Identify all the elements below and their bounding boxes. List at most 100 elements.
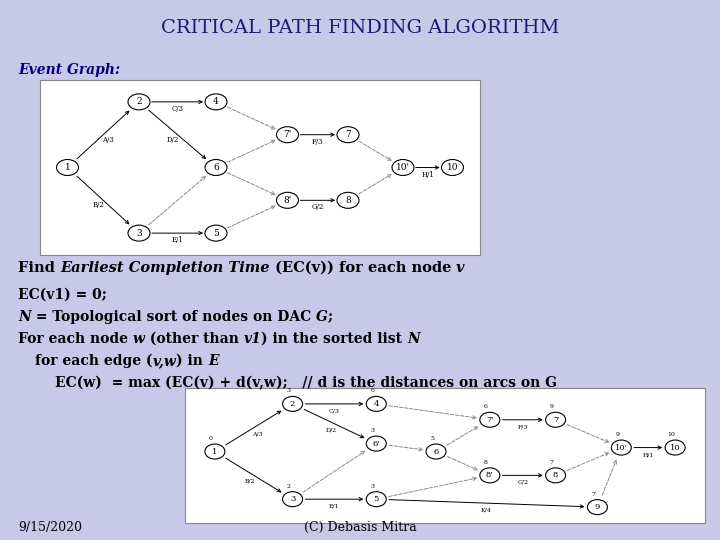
Text: 9: 9 xyxy=(595,503,600,511)
Text: 0: 0 xyxy=(209,436,213,441)
Ellipse shape xyxy=(205,225,227,241)
Text: 10': 10' xyxy=(396,163,410,172)
Text: ) in: ) in xyxy=(176,354,208,368)
Ellipse shape xyxy=(441,159,464,176)
Bar xyxy=(40,80,480,255)
Text: 5: 5 xyxy=(374,495,379,503)
Ellipse shape xyxy=(546,468,566,483)
Ellipse shape xyxy=(366,396,386,411)
Text: B/2: B/2 xyxy=(93,201,104,210)
Ellipse shape xyxy=(665,440,685,455)
Text: (other than: (other than xyxy=(145,332,243,346)
Text: For each node: For each node xyxy=(18,332,133,346)
Text: ;: ; xyxy=(328,310,333,324)
Text: H/1: H/1 xyxy=(421,171,434,179)
Text: EC(w)  = max (EC(v) + d(v,w);   // d is the distances on arcs on G: EC(w) = max (EC(v) + d(v,w); // d is the… xyxy=(55,376,557,390)
Text: 8': 8' xyxy=(284,196,292,205)
Text: G/2: G/2 xyxy=(312,204,324,211)
Text: 4: 4 xyxy=(213,97,219,106)
Text: ) in the sorted list: ) in the sorted list xyxy=(261,332,408,346)
Ellipse shape xyxy=(337,127,359,143)
Text: 10': 10' xyxy=(615,443,628,451)
Text: 7': 7' xyxy=(284,130,292,139)
Text: 8: 8 xyxy=(553,471,558,480)
Text: Event Graph:: Event Graph: xyxy=(18,63,120,77)
Text: 7': 7' xyxy=(486,416,494,424)
Text: 2: 2 xyxy=(136,97,142,106)
Text: v,w: v,w xyxy=(153,354,176,368)
Ellipse shape xyxy=(205,444,225,459)
Text: 3: 3 xyxy=(370,428,374,433)
Ellipse shape xyxy=(392,159,414,176)
Ellipse shape xyxy=(276,192,299,208)
Text: Find: Find xyxy=(18,261,60,275)
Text: 7: 7 xyxy=(549,460,554,465)
Text: F/3: F/3 xyxy=(312,138,323,146)
Text: 6: 6 xyxy=(433,448,438,456)
Text: 10: 10 xyxy=(667,432,675,437)
Text: 3: 3 xyxy=(287,388,291,393)
Text: 10: 10 xyxy=(670,443,680,451)
Text: B/2: B/2 xyxy=(245,479,256,484)
Bar xyxy=(185,388,705,523)
Text: 6: 6 xyxy=(213,163,219,172)
Text: 6': 6' xyxy=(372,440,380,448)
Text: 5: 5 xyxy=(430,436,434,441)
Text: for each edge (: for each edge ( xyxy=(35,354,153,368)
Ellipse shape xyxy=(546,412,566,427)
Text: EC(v1) = 0;: EC(v1) = 0; xyxy=(18,288,107,302)
Text: A/3: A/3 xyxy=(252,431,263,436)
Text: A/3: A/3 xyxy=(102,136,114,144)
Text: D/2: D/2 xyxy=(167,136,179,144)
Text: 9: 9 xyxy=(616,432,619,437)
Text: w: w xyxy=(133,332,145,346)
Text: 4: 4 xyxy=(374,400,379,408)
Text: 6: 6 xyxy=(484,404,487,409)
Text: 3: 3 xyxy=(136,228,142,238)
Ellipse shape xyxy=(205,94,227,110)
Text: 9/15/2020: 9/15/2020 xyxy=(18,521,82,534)
Text: Earliest Completion Time: Earliest Completion Time xyxy=(60,261,269,275)
Text: v: v xyxy=(456,261,464,275)
Text: H/1: H/1 xyxy=(642,452,654,457)
Text: 3: 3 xyxy=(290,495,295,503)
Text: (EC(v)) for each node: (EC(v)) for each node xyxy=(269,261,456,275)
Text: 10: 10 xyxy=(446,163,458,172)
Text: N: N xyxy=(408,332,420,346)
Text: 2: 2 xyxy=(290,400,295,408)
Text: (C) Debasis Mitra: (C) Debasis Mitra xyxy=(304,521,416,534)
Text: 6: 6 xyxy=(370,388,374,393)
Ellipse shape xyxy=(205,159,227,176)
Ellipse shape xyxy=(588,500,608,515)
Text: 1: 1 xyxy=(212,448,217,456)
Text: v1: v1 xyxy=(243,332,261,346)
Text: 8': 8' xyxy=(486,471,494,480)
Text: 1: 1 xyxy=(65,163,71,172)
Ellipse shape xyxy=(480,412,500,427)
Text: 7: 7 xyxy=(553,416,558,424)
Text: 5: 5 xyxy=(213,228,219,238)
Text: CRITICAL PATH FINDING ALGORITHM: CRITICAL PATH FINDING ALGORITHM xyxy=(161,19,559,37)
Text: E/1: E/1 xyxy=(171,236,184,244)
Text: 7: 7 xyxy=(345,130,351,139)
Text: 2: 2 xyxy=(287,484,291,489)
Text: F/3: F/3 xyxy=(518,424,528,429)
Ellipse shape xyxy=(128,225,150,241)
Ellipse shape xyxy=(480,468,500,483)
Text: D/2: D/2 xyxy=(326,428,337,433)
Text: 8: 8 xyxy=(345,196,351,205)
Ellipse shape xyxy=(128,94,150,110)
Ellipse shape xyxy=(611,440,631,455)
Text: E: E xyxy=(208,354,219,368)
Ellipse shape xyxy=(56,159,78,176)
Text: 7: 7 xyxy=(591,491,595,497)
Ellipse shape xyxy=(337,192,359,208)
Ellipse shape xyxy=(426,444,446,459)
Text: 8: 8 xyxy=(484,460,488,465)
Text: K/4: K/4 xyxy=(481,508,492,512)
Text: G/2: G/2 xyxy=(517,480,528,485)
Text: E/1: E/1 xyxy=(329,504,340,509)
Text: = Topological sort of nodes on DAC: = Topological sort of nodes on DAC xyxy=(31,310,316,324)
Ellipse shape xyxy=(282,492,302,507)
Ellipse shape xyxy=(366,492,386,507)
